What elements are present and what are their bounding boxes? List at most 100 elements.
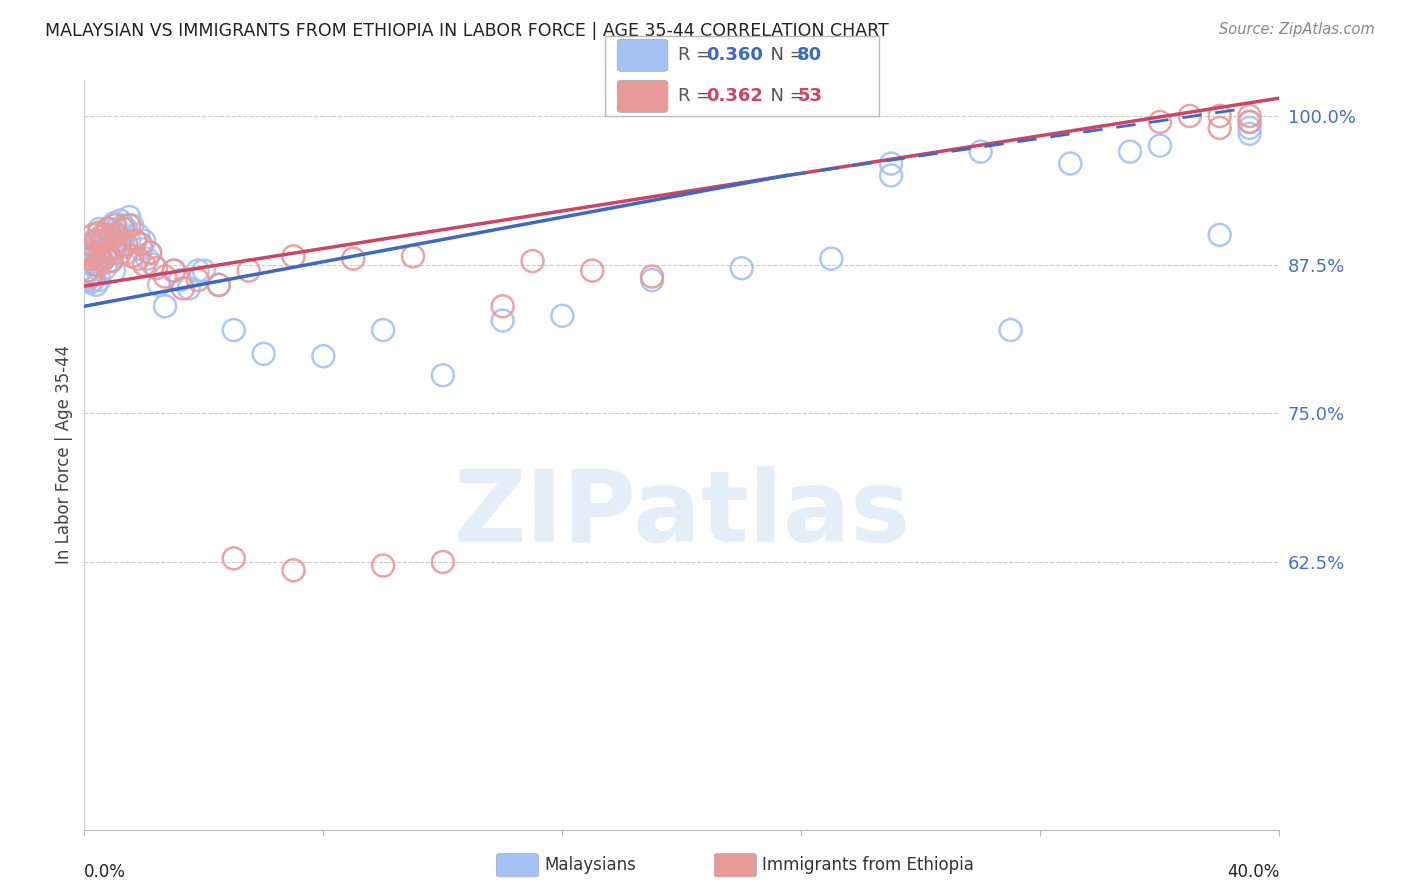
Point [187,263,209,277]
Point [82,266,104,280]
Point [91,234,114,248]
Point [86,249,108,263]
Point [97,222,120,236]
Point [1239,127,1261,141]
Point [402,249,425,263]
Text: 0.360: 0.360 [706,46,762,64]
Point [121,249,143,263]
Text: 40.0%: 40.0% [1227,863,1279,881]
Point [432,368,454,383]
Point [89,245,111,260]
Point [163,263,186,277]
Point [342,252,364,266]
Point [163,263,186,277]
Point [86,234,108,248]
Point [1239,120,1261,135]
Point [97,234,120,248]
Point [129,237,152,252]
Point [94,234,117,248]
Point [1209,120,1232,135]
Point [1000,323,1022,337]
Point [97,245,120,260]
Point [89,226,111,240]
Point [312,349,335,363]
Point [1119,145,1142,159]
Point [103,227,125,242]
Point [1149,138,1171,153]
Point [100,227,122,242]
Point [581,263,603,277]
Point [970,145,993,159]
Point [105,234,128,248]
Point [139,245,162,260]
Point [880,156,903,170]
Point [103,219,125,233]
Point [283,563,305,577]
Point [551,309,574,323]
Point [76,273,98,287]
Point [129,242,152,256]
Text: Source: ZipAtlas.com: Source: ZipAtlas.com [1219,22,1375,37]
Point [1149,115,1171,129]
Point [86,277,108,292]
Point [136,252,159,266]
Text: 0.0%: 0.0% [84,863,127,881]
Point [169,273,191,287]
Point [115,245,138,260]
Point [79,276,101,290]
Point [79,263,101,277]
Point [91,240,114,254]
Point [1178,109,1201,123]
Point [110,213,132,227]
Point [86,258,108,272]
Point [94,245,117,260]
Point [94,261,117,276]
Text: R =: R = [678,87,717,105]
Point [103,245,125,260]
Point [91,254,114,268]
Point [100,254,122,268]
Point [103,242,125,256]
Y-axis label: In Labor Force | Age 35-44: In Labor Force | Age 35-44 [55,345,73,565]
Point [124,234,146,248]
Point [89,252,111,266]
Point [89,222,111,236]
Point [103,216,125,230]
Point [641,269,664,284]
Point [148,277,170,292]
Text: N =: N = [759,87,811,105]
Point [1209,109,1232,123]
Point [145,261,167,276]
Point [112,240,135,254]
Point [103,263,125,277]
Text: MALAYSIAN VS IMMIGRANTS FROM ETHIOPIA IN LABOR FORCE | AGE 35-44 CORRELATION CHA: MALAYSIAN VS IMMIGRANTS FROM ETHIOPIA IN… [45,22,889,40]
Point [1239,115,1261,129]
Point [1239,109,1261,123]
Point [112,222,135,236]
Text: Immigrants from Ethiopia: Immigrants from Ethiopia [762,856,974,874]
Point [89,234,111,248]
Point [222,323,245,337]
Point [492,299,515,313]
Point [89,258,111,272]
Text: 53: 53 [797,87,823,105]
Point [105,222,128,236]
Point [208,277,231,292]
Point [177,281,200,295]
Point [492,313,515,327]
Point [79,269,101,284]
Point [283,249,305,263]
Point [121,219,143,233]
Point [79,252,101,266]
Point [208,277,231,292]
Point [82,273,104,287]
Text: N =: N = [759,46,811,64]
Point [110,245,132,260]
Point [373,323,395,337]
Point [432,555,454,569]
Text: 80: 80 [797,46,823,64]
Text: R =: R = [678,46,717,64]
Point [112,219,135,233]
Point [100,254,122,268]
Point [1239,115,1261,129]
